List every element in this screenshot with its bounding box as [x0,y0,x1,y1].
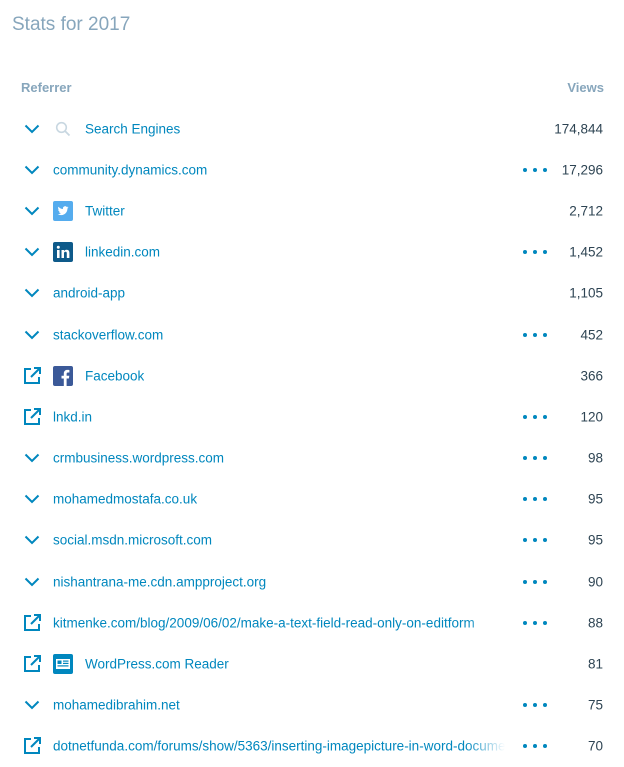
referrer-row: WordPress.com Reader 81 [0,643,624,684]
referrer-row: mohamedibrahim.net 75 [0,685,624,726]
more-actions-icon[interactable] [523,533,547,547]
referrer-row: nishantrana-me.cdn.ampproject.org 90 [0,561,624,602]
expand-chevron-icon[interactable] [22,530,42,550]
views-count: 174,844 [554,121,603,137]
more-actions-icon[interactable] [523,163,547,177]
referrer-label[interactable]: nishantrana-me.cdn.ampproject.org [53,574,267,590]
referrer-row: mohamedmostafa.co.uk 95 [0,479,624,520]
referrer-label[interactable]: WordPress.com Reader [85,656,229,672]
referrer-label[interactable]: linkedin.com [85,244,161,260]
views-count: 1,105 [569,285,603,301]
twitter-icon [53,200,73,221]
views-count: 17,296 [561,162,603,178]
expand-chevron-icon[interactable] [22,242,42,262]
expand-chevron-icon[interactable] [22,572,42,592]
more-actions-icon[interactable] [523,739,547,753]
label-fade [465,738,505,754]
referrer-label[interactable]: Facebook [85,368,145,384]
external-link-icon[interactable] [22,654,42,674]
external-link-icon[interactable] [22,613,42,633]
views-column-header: Views [567,80,604,95]
more-actions-icon[interactable] [523,451,547,465]
more-actions-icon[interactable] [523,575,547,589]
referrer-row: Search Engines 174,844 [0,108,624,149]
referrer-row: dotnetfunda.com/forums/show/5363/inserti… [0,726,624,767]
referrer-label[interactable]: social.msdn.microsoft.com [53,532,213,548]
more-actions-icon[interactable] [523,698,547,712]
referrer-label[interactable]: mohamedmostafa.co.uk [53,491,198,507]
more-actions-icon[interactable] [523,616,547,630]
reader-icon [53,654,73,675]
external-link-icon[interactable] [22,407,42,427]
expand-chevron-icon[interactable] [22,119,42,139]
views-count: 120 [580,409,603,425]
views-count: 95 [587,491,603,507]
views-count: 95 [587,532,603,548]
views-count: 90 [587,574,603,590]
label-fade [465,615,505,631]
views-count: 81 [587,656,603,672]
more-actions-icon[interactable] [523,328,547,342]
search-icon [53,119,73,139]
more-actions-icon[interactable] [523,410,547,424]
views-count: 452 [580,327,603,343]
more-actions-icon[interactable] [523,245,547,259]
views-count: 2,712 [569,203,603,219]
expand-chevron-icon[interactable] [22,201,42,221]
views-count: 88 [587,615,603,631]
referrer-label[interactable]: android-app [53,285,126,301]
expand-chevron-icon[interactable] [22,160,42,180]
referrer-label[interactable]: mohamedibrahim.net [53,697,180,713]
referrer-label[interactable]: lnkd.in [53,409,93,425]
referrer-row: social.msdn.microsoft.com 95 [0,520,624,561]
linkedin-icon [53,242,73,263]
referrer-label[interactable]: crmbusiness.wordpress.com [53,450,225,466]
referrer-label[interactable]: Twitter [85,203,125,219]
referrer-row: Twitter 2,712 [0,190,624,231]
referrer-row: kitmenke.com/blog/2009/06/02/make-a-text… [0,602,624,643]
expand-chevron-icon[interactable] [22,695,42,715]
referrer-label[interactable]: Search Engines [85,121,181,137]
referrer-row: linkedin.com 1,452 [0,232,624,273]
referrer-column-header: Referrer [21,80,72,95]
table-header: Referrer Views [21,80,604,98]
referrer-label[interactable]: community.dynamics.com [53,162,208,178]
expand-chevron-icon[interactable] [22,489,42,509]
views-count: 1,452 [569,244,603,260]
facebook-icon [53,365,73,386]
referrer-row: stackoverflow.com 452 [0,314,624,355]
referrer-row: Facebook 366 [0,355,624,396]
views-count: 366 [580,368,603,384]
referrer-label[interactable]: stackoverflow.com [53,327,164,343]
views-count: 75 [587,697,603,713]
referrer-row: crmbusiness.wordpress.com 98 [0,438,624,479]
expand-chevron-icon[interactable] [22,283,42,303]
referrer-row: community.dynamics.com 17,296 [0,149,624,190]
referrer-row: android-app 1,105 [0,273,624,314]
views-count: 98 [587,450,603,466]
external-link-icon[interactable] [22,366,42,386]
more-actions-icon[interactable] [523,492,547,506]
expand-chevron-icon[interactable] [22,448,42,468]
referrer-label[interactable]: dotnetfunda.com/forums/show/5363/inserti… [53,738,505,754]
referrer-label[interactable]: kitmenke.com/blog/2009/06/02/make-a-text… [53,615,505,631]
referrer-list: Search Engines 174,844 community.dynamics.… [0,108,624,767]
external-link-icon[interactable] [22,736,42,756]
views-count: 70 [587,738,603,754]
page-title: Stats for 2017 [12,14,131,35]
referrer-row: lnkd.in 120 [0,396,624,437]
expand-chevron-icon[interactable] [22,325,42,345]
